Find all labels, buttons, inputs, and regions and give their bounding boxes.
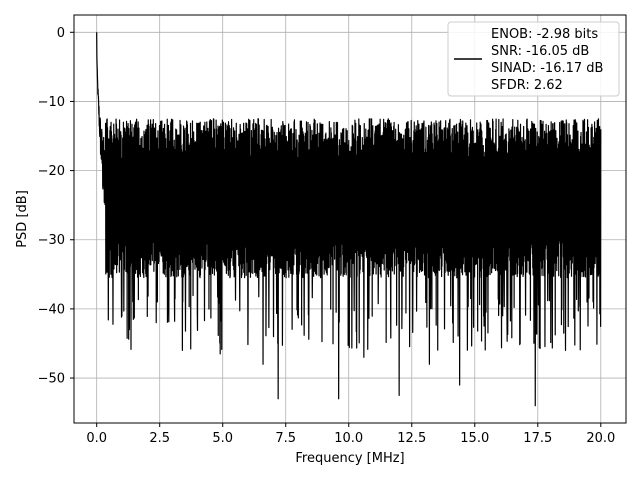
series-psd: [96, 32, 602, 407]
x-axis-label: Frequency [MHz]: [295, 451, 404, 466]
y-tick-label: −30: [38, 233, 65, 248]
y-tick-label: −10: [38, 95, 65, 110]
y-tick-label: −40: [38, 302, 65, 317]
y-tick-label: −20: [38, 164, 65, 179]
psd-series-line: [96, 32, 602, 407]
x-tick-label: 15.0: [460, 431, 489, 446]
y-axis-label: PSD [dB]: [15, 190, 30, 248]
x-tick-label: 17.5: [523, 431, 552, 446]
x-axis-ticks: 0.0 2.5 5.0 7.5 10.0 12.5 15.0 17.5 20.0: [86, 423, 615, 446]
x-tick-label: 5.0: [212, 431, 233, 446]
legend-enob: ENOB: -2.98 bits: [491, 27, 598, 42]
x-tick-label: 7.5: [275, 431, 296, 446]
x-tick-label: 12.5: [397, 431, 426, 446]
y-tick-label: 0: [57, 26, 65, 41]
x-tick-label: 20.0: [586, 431, 615, 446]
legend-sinad: SINAD: -16.17 dB: [491, 61, 603, 76]
legend: ENOB: -2.98 bits SNR: -16.05 dB SINAD: -…: [447, 21, 620, 97]
legend-box: [447, 21, 620, 97]
legend-sfdr: SFDR: 2.62: [491, 78, 563, 93]
x-tick-label: 2.5: [149, 431, 170, 446]
legend-snr: SNR: -16.05 dB: [491, 44, 589, 59]
y-axis-ticks: 0 −10 −20 −30 −40 −50: [38, 26, 74, 387]
y-tick-label: −50: [38, 372, 65, 387]
x-tick-label: 10.0: [334, 431, 363, 446]
x-tick-label: 0.0: [86, 431, 107, 446]
plot-frame: [73, 14, 627, 424]
